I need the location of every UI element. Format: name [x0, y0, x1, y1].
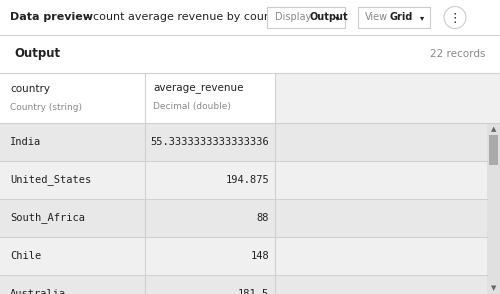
Bar [0, 123, 500, 161]
Bar [0, 73, 145, 123]
Text: Output: Output [14, 48, 60, 61]
Text: 181.5: 181.5 [238, 289, 269, 294]
Text: ▼: ▼ [491, 285, 496, 291]
Text: 148: 148 [250, 251, 269, 261]
Text: 88: 88 [256, 213, 269, 223]
Text: Decimal (double): Decimal (double) [153, 103, 231, 111]
Text: 22 records: 22 records [430, 49, 486, 59]
Text: 194.875: 194.875 [225, 175, 269, 185]
Text: ▾: ▾ [420, 14, 424, 23]
Bar [489, 135, 498, 165]
Text: - count average revenue by country: - count average revenue by country [82, 13, 286, 23]
Text: average_revenue: average_revenue [153, 84, 244, 94]
Text: View: View [365, 13, 388, 23]
Text: Country (string): Country (string) [10, 103, 82, 111]
Bar [0, 0, 500, 35]
Text: Data preview: Data preview [10, 13, 93, 23]
Text: Display: Display [275, 13, 311, 23]
Text: ⋮: ⋮ [449, 12, 461, 25]
Bar [0, 35, 500, 73]
Text: Grid: Grid [390, 13, 413, 23]
Bar [358, 7, 430, 28]
Bar [0, 161, 500, 199]
Text: ▲: ▲ [491, 126, 496, 132]
Bar [487, 123, 500, 294]
Text: United_States: United_States [10, 175, 91, 186]
Text: Chile: Chile [10, 251, 41, 261]
Text: Output: Output [309, 13, 348, 23]
Circle shape [444, 6, 466, 29]
Bar [275, 73, 500, 123]
Bar [267, 7, 345, 28]
Text: India: India [10, 137, 41, 147]
Bar [0, 237, 500, 275]
Bar [0, 199, 500, 237]
Text: country: country [10, 84, 50, 94]
Text: ▾: ▾ [335, 14, 339, 23]
Bar [145, 73, 275, 123]
Text: 55.3333333333333336: 55.3333333333333336 [150, 137, 269, 147]
Bar [0, 275, 500, 294]
Text: Australia: Australia [10, 289, 66, 294]
Text: South_Africa: South_Africa [10, 213, 85, 223]
